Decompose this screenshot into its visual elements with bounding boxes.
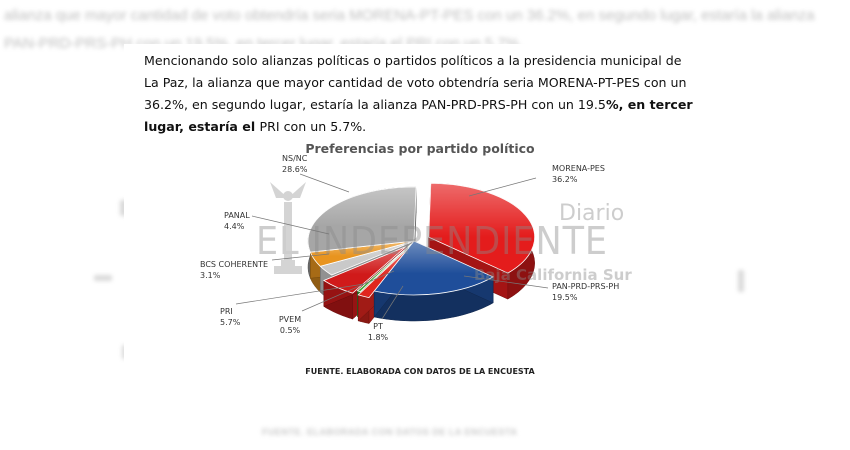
pie-value-ns-nc: 28.6% [282,165,308,174]
leader-line-pan-prd-prs-ph [463,275,549,289]
survey-paragraph: Mencionando solo alianzas políticas o pa… [144,50,700,138]
pie-value-pri: 5.7% [220,318,241,327]
pie-label-morena-pes: MORENA-PES [552,164,605,173]
leader-line-ns-nc [299,173,350,193]
pie-slice-gloss-pri [323,246,407,294]
paragraph-part-1: Mencionando solo alianzas políticas o pa… [144,53,687,112]
pie-slice-gloss-pt [358,247,409,298]
paragraph-part-3: PRI con un 5.7%. [259,119,367,134]
chart-source-note: FUENTE. ELABORADA CON DATOS DE LA ENCUES… [305,367,535,376]
pie-slice-gloss-pan-prd-prs-ph [374,241,494,295]
chart-title: Preferencias por partido político [305,141,535,156]
watermark-baja-california-sur: Baja California Sur [474,266,632,284]
pie-value-morena-pes: 36.2% [552,175,578,184]
background-mark [94,275,112,281]
leader-line-pvem [301,270,395,312]
pie-top-layer [307,182,536,299]
pie-slice-gloss-pvem [357,244,412,292]
pie-slice-gloss-ns-nc [307,186,417,253]
background-mark [738,270,744,292]
pie-label-ns-nc: NS/NC [282,154,308,163]
pie-value-pt: 1.8% [368,333,389,342]
leader-line-panal [251,215,330,235]
leader-line-bcs-coherente [271,253,330,261]
pie-label-pan-prd-prs-ph: PAN-PRD-PRS-PH [552,282,619,291]
background-source-note: FUENTE. ELABORADA CON DATOS DE LA ENCUES… [262,427,518,437]
pie-value-bcs-coherente: 3.1% [200,271,221,280]
pie-label-bcs-coherente: BCS COHERENTE [200,260,268,269]
pie-label-pri: PRI [220,307,233,316]
pie-value-pvem: 0.5% [280,326,301,335]
pie-value-panal: 4.4% [224,222,245,231]
pie-label-pt: PT [373,322,383,331]
pie-slice-gloss-bcs-coherente [320,241,414,275]
pie-label-pvem: PVEM [279,315,301,324]
pie-slice-gloss-morena-pes [428,183,535,274]
leader-line-pri [235,283,365,305]
watermark: Diario EL INDEPENDIENTE Baja California … [256,182,632,284]
pie-slice-gloss-panal [310,241,414,267]
leader-line-morena-pes [468,177,537,197]
pie-labels: MORENA-PES 36.2% PAN-PRD-PRS-PH 19.5% PT 1.8%… [200,154,619,342]
pie-label-panal: PANAL [224,211,250,220]
angel-statue-icon [270,182,306,274]
paragraph-part-2: %, en tercer lugar, estaría el [144,97,693,134]
pie-chart: Preferencias por partido político Diario… [200,141,632,376]
pie-value-pan-prd-prs-ph: 19.5% [552,293,578,302]
leader-line-pt [381,285,404,320]
document-card: Mencionando solo alianzas políticas o pa… [124,44,706,380]
watermark-diario: Diario [559,201,624,226]
